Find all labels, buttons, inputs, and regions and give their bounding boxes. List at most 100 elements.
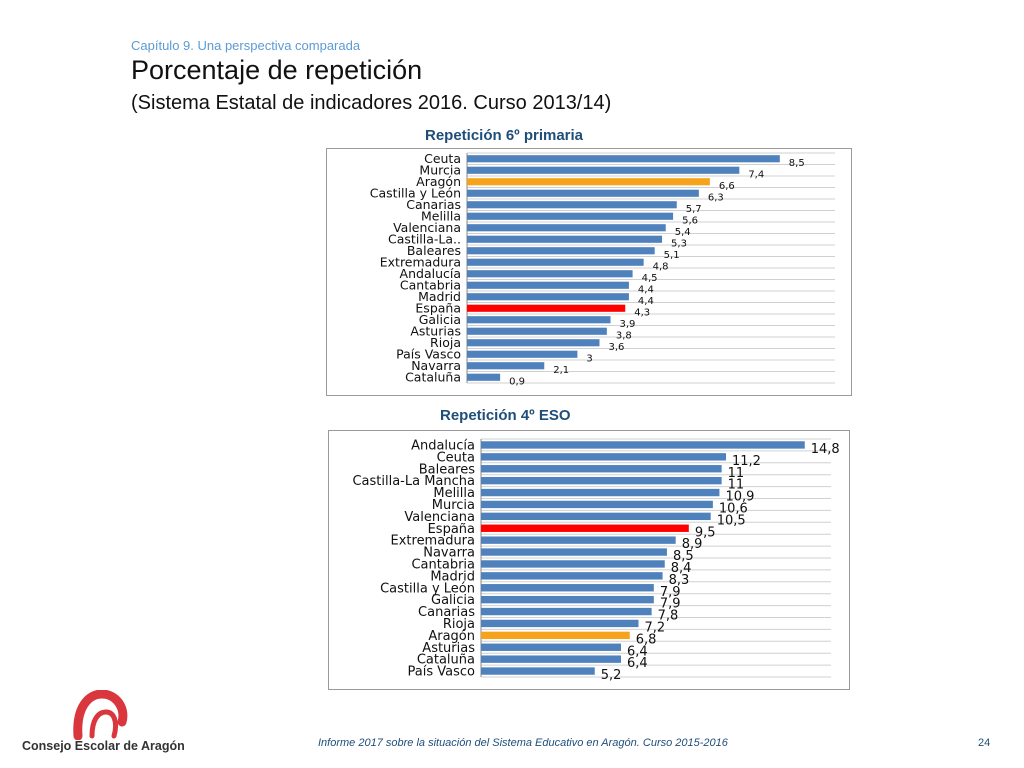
data-label: 5,7: [686, 204, 702, 215]
category-label: País Vasco: [396, 347, 461, 362]
category-label: Ceuta: [437, 450, 475, 465]
category-label: Galicia: [431, 593, 475, 608]
bar: [481, 524, 689, 532]
bar: [467, 281, 629, 289]
chapter-label: Capítulo 9. Una perspectiva comparada: [131, 38, 361, 53]
data-label: 11: [728, 466, 745, 481]
data-label: 6,8: [636, 632, 657, 647]
category-label: Cantabria: [411, 558, 475, 573]
data-label: 5,6: [682, 215, 698, 226]
data-label: 6,3: [708, 192, 724, 203]
category-label: Canarias: [406, 197, 461, 212]
data-label: 7,2: [645, 620, 666, 635]
bar: [467, 189, 699, 197]
data-label: 5,3: [671, 238, 687, 249]
data-label: 5,1: [664, 250, 680, 261]
data-label: 8,9: [682, 537, 703, 552]
chart-frame-primaria: Ceuta 8,5 Murcia 7,4 Aragón 6,6 Castilla y Leó…: [326, 148, 852, 396]
data-label: 3,9: [620, 319, 636, 330]
bar: [481, 655, 621, 663]
bar: [467, 235, 663, 243]
category-label: Aragón: [428, 629, 475, 644]
data-label: 5,4: [675, 227, 691, 238]
logo-mark-icon: [73, 689, 128, 741]
data-label: 3,8: [616, 330, 632, 341]
bar: [467, 212, 674, 220]
data-label: 14,8: [811, 442, 840, 457]
data-label: 6,4: [627, 656, 648, 671]
data-label: 5,2: [601, 668, 622, 683]
category-label: Extremadura: [380, 255, 461, 270]
chart-title-eso: Repetición 4º ESO: [440, 407, 571, 424]
category-label: Galicia: [419, 312, 461, 327]
data-label: 6,6: [719, 181, 735, 192]
bar: [481, 488, 720, 497]
data-label: 4,5: [642, 273, 658, 284]
data-label: 3: [586, 353, 592, 364]
bar: [481, 595, 654, 604]
bar: [481, 619, 639, 628]
category-label: Rioja: [443, 617, 475, 632]
category-label: Castilla-La Mancha: [352, 474, 475, 489]
data-label: 8,5: [789, 158, 805, 169]
category-label: Melilla: [433, 486, 475, 501]
category-label: Castilla y León: [370, 186, 461, 201]
category-label: Murcia: [432, 498, 475, 513]
category-label: Madrid: [430, 569, 475, 584]
bar: [467, 270, 633, 278]
bar: [467, 362, 545, 370]
bar: [467, 293, 629, 301]
bar: [481, 643, 621, 651]
category-label: Baleares: [407, 243, 461, 258]
data-label: 0,9: [509, 376, 525, 387]
logo: [22, 689, 172, 760]
category-label: Andalucía: [411, 439, 475, 454]
category-label: País Vasco: [408, 665, 476, 680]
data-label: 4,3: [634, 307, 650, 318]
data-label: 3,6: [608, 342, 624, 353]
data-label: 7,8: [658, 609, 679, 624]
chart-primaria: Ceuta 8,5 Murcia 7,4 Aragón 6,6 Castilla y Leó…: [370, 151, 835, 387]
category-label: Castilla y León: [380, 581, 475, 596]
category-label: Asturias: [410, 324, 461, 339]
category-label: España: [428, 522, 475, 537]
chart-title-primaria: Repetición 6º primaria: [425, 127, 584, 144]
category-label: Extremadura: [391, 534, 476, 549]
category-label: Cataluña: [405, 370, 461, 385]
bar: [467, 155, 780, 163]
bar: [467, 201, 677, 209]
bar: [467, 304, 626, 312]
chart-eso: Andalucía 14,8 Ceuta 11,2 Baleares 11 Castilla…: [352, 438, 840, 683]
chart-frame-eso: Andalucía 14,8 Ceuta 11,2 Baleares 11 Castilla…: [328, 430, 850, 690]
bar: [467, 224, 666, 232]
category-label: Madrid: [418, 289, 461, 304]
category-label: Murcia: [419, 163, 461, 178]
bar: [467, 247, 655, 255]
bar: [481, 453, 726, 461]
bar: [467, 327, 607, 335]
bar: [467, 339, 600, 347]
category-label: Valenciana: [404, 510, 475, 525]
bar: [481, 548, 667, 556]
bar: [481, 667, 595, 675]
bar: [481, 536, 676, 544]
data-label: 10,6: [719, 501, 748, 516]
page-title: Porcentaje de repetición: [131, 55, 423, 85]
bar: [481, 465, 722, 473]
data-label: 8,3: [669, 573, 690, 588]
data-label: 10,5: [717, 513, 746, 528]
data-label: 7,9: [660, 585, 681, 600]
bar: [467, 350, 578, 358]
data-label: 4,8: [653, 261, 669, 272]
bar: [481, 560, 665, 568]
page-subtitle: (Sistema Estatal de indicadores 2016. Cu…: [131, 92, 612, 114]
data-label: 10,9: [725, 490, 754, 505]
data-label: 7,4: [748, 169, 764, 180]
category-label: Andalucía: [400, 266, 461, 281]
category-label: Navarra: [423, 546, 475, 561]
bar: [467, 166, 740, 174]
bar: [481, 584, 654, 592]
bar: [467, 258, 644, 266]
data-label: 4,4: [638, 296, 654, 307]
bar: [467, 178, 710, 186]
